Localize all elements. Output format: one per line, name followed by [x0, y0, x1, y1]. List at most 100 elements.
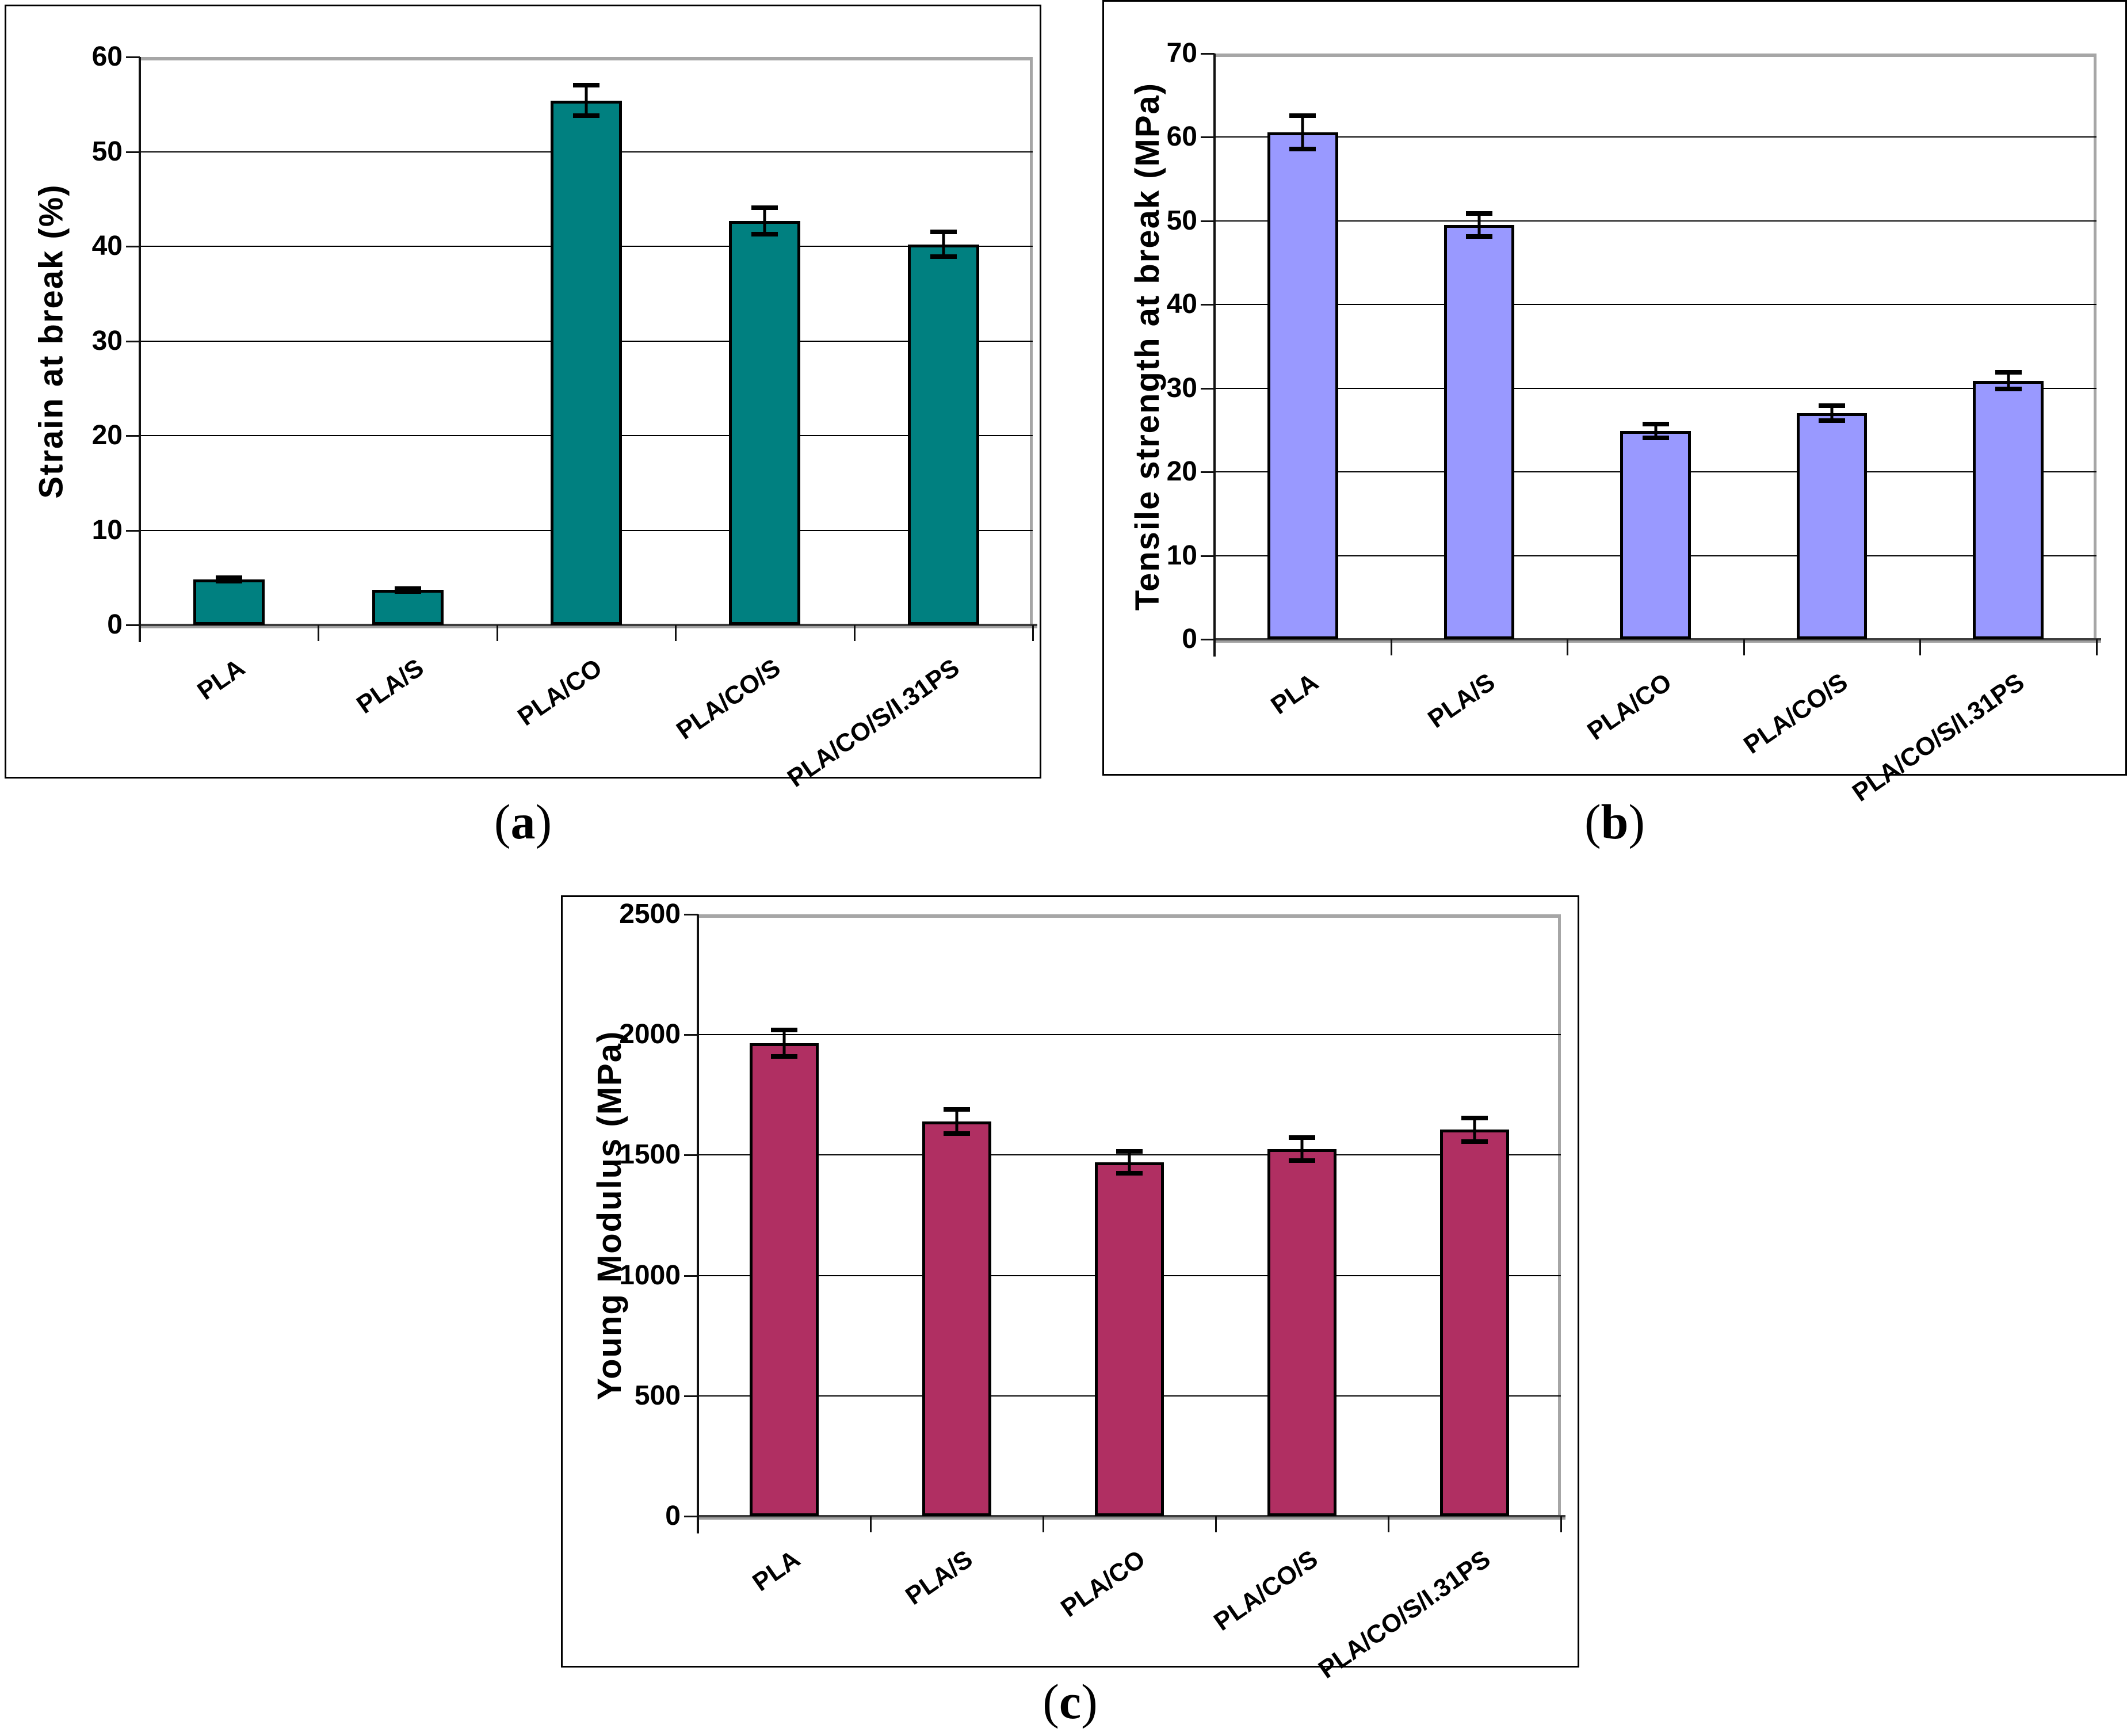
error-bar-PLA — [771, 1027, 797, 1059]
x-axis-line — [1215, 638, 2101, 640]
y-tick-2000 — [684, 1034, 698, 1036]
y-tick-0 — [684, 1516, 698, 1517]
error-bar-cap-top — [751, 205, 778, 210]
bar-PLA — [1267, 132, 1338, 639]
caption-b-close-paren: ) — [1628, 794, 1645, 849]
category-label-PLA/S: PLA/S — [351, 653, 429, 720]
x-tick-1 — [318, 625, 320, 641]
error-bar-line — [1473, 1115, 1476, 1144]
y-axis-line — [1213, 54, 1216, 657]
x-tick-4 — [1388, 1516, 1389, 1532]
x-tick-3 — [675, 625, 677, 641]
y-tick-label-2500: 2500 — [619, 899, 681, 929]
y-tick-2500 — [684, 914, 698, 915]
error-bar-PLA/CO/S/I.31PS — [1461, 1115, 1488, 1144]
error-bar-PLA/CO — [1116, 1149, 1143, 1176]
error-bar-cap-bottom — [930, 254, 957, 260]
y-tick-label-30: 30 — [1166, 372, 1197, 403]
category-label-PLA/CO/S: PLA/CO/S — [1739, 667, 1853, 760]
y-tick-0 — [126, 624, 140, 626]
error-bar-cap-top — [216, 575, 243, 580]
y-tick-70 — [1201, 53, 1215, 55]
gridline-50 — [1215, 220, 2097, 222]
gridline-60 — [1215, 136, 2097, 138]
category-label-PLA: PLA — [192, 653, 250, 706]
error-bar-cap-top — [573, 83, 599, 88]
caption-c-close-paren: ) — [1081, 1674, 1098, 1729]
bar-PLA/CO/S — [1267, 1149, 1336, 1516]
x-tick-3 — [1743, 639, 1745, 655]
error-bar-PLA/CO — [1642, 422, 1669, 440]
category-label-PLA/CO/S: PLA/CO/S — [1209, 1544, 1323, 1636]
error-bar-PLA/S — [1465, 211, 1492, 239]
error-bar-line — [1654, 422, 1657, 440]
y-tick-label-0: 0 — [1182, 624, 1197, 654]
caption-c-letter: c — [1059, 1674, 1082, 1729]
caption-a-open-paren: ( — [494, 794, 511, 849]
bar-PLA/CO/S/I.31PS — [1973, 380, 2044, 639]
y-tick-label-60: 60 — [91, 41, 123, 72]
error-bar-cap-bottom — [1995, 387, 2022, 392]
error-bar-cap-bottom — [1642, 435, 1669, 440]
error-bar-PLA — [1289, 113, 1316, 151]
y-tick-label-1000: 1000 — [619, 1260, 681, 1291]
category-label-PLA/CO: PLA/CO — [513, 653, 608, 732]
x-tick-2 — [1567, 639, 1569, 655]
x-tick-0 — [139, 625, 141, 641]
error-bar-cap-top — [1995, 370, 2022, 375]
category-label-PLA: PLA — [1266, 667, 1324, 720]
y-axis-line — [139, 57, 141, 642]
category-label-PLA/CO: PLA/CO — [1056, 1544, 1151, 1623]
x-tick-4 — [853, 625, 856, 641]
y-tick-label-60: 60 — [1166, 121, 1197, 152]
y-tick-label-1500: 1500 — [619, 1139, 681, 1170]
bar-PLA/CO — [1095, 1162, 1164, 1516]
y-tick-50 — [1201, 220, 1215, 222]
y-axis-line — [697, 914, 699, 1533]
category-label-PLA/CO/S/I.31PS: PLA/CO/S/I.31PS — [1313, 1544, 1496, 1684]
y-tick-label-20: 20 — [1166, 456, 1197, 487]
error-bar-cap-top — [1289, 113, 1316, 118]
category-label-PLA/CO: PLA/CO — [1582, 667, 1677, 746]
error-bar-cap-bottom — [1116, 1170, 1143, 1176]
error-bar-cap-bottom — [751, 231, 778, 236]
error-bar-line — [955, 1107, 959, 1136]
x-tick-5 — [1032, 625, 1034, 641]
y-tick-40 — [126, 246, 140, 247]
panel-a: Strain at break (%) 0 10 20 30 40 50 60 PLA PLA/… — [5, 5, 1041, 793]
y-tick-30 — [1201, 387, 1215, 390]
y-tick-500 — [684, 1395, 698, 1397]
y-tick-40 — [1201, 304, 1215, 306]
y-tick-label-2000: 2000 — [619, 1019, 681, 1050]
error-bar-cap-bottom — [394, 589, 421, 594]
y-tick-1500 — [684, 1154, 698, 1157]
error-bar-cap-bottom — [944, 1131, 970, 1136]
gridline-40 — [1215, 304, 2097, 306]
caption-a: (a) — [5, 787, 1041, 856]
x-tick-0 — [1214, 639, 1216, 655]
x-axis-shadow — [140, 626, 1037, 628]
y-tick-10 — [126, 529, 140, 532]
error-bar-line — [1128, 1149, 1131, 1176]
error-bar-cap-top — [1465, 211, 1492, 216]
error-bar-PLA/S — [944, 1107, 970, 1136]
y-tick-label-0: 0 — [107, 609, 123, 640]
y-tick-label-20: 20 — [91, 420, 123, 451]
caption-b: (b) — [1102, 787, 2127, 856]
error-bar-line — [1477, 211, 1481, 239]
error-bar-cap-bottom — [1289, 1158, 1315, 1163]
x-tick-1 — [1390, 639, 1392, 655]
plot-frame-c — [698, 914, 1561, 1516]
y-tick-label-40: 40 — [91, 231, 123, 261]
category-label-PLA/CO/S/I.31PS: PLA/CO/S/I.31PS — [782, 653, 965, 793]
bar-PLA/CO/S/I.31PS — [907, 244, 979, 625]
error-bar-cap-bottom — [573, 113, 599, 118]
bar-PLA/CO/S — [729, 220, 801, 625]
error-bar-cap-bottom — [1461, 1139, 1488, 1144]
y-tick-50 — [126, 151, 140, 153]
category-label-PLA/S: PLA/S — [1423, 667, 1500, 734]
error-bar-cap-top — [1461, 1115, 1488, 1120]
error-bar-cap-bottom — [1289, 146, 1316, 151]
error-bar-cap-top — [1116, 1149, 1143, 1154]
error-bar-line — [1301, 113, 1304, 151]
